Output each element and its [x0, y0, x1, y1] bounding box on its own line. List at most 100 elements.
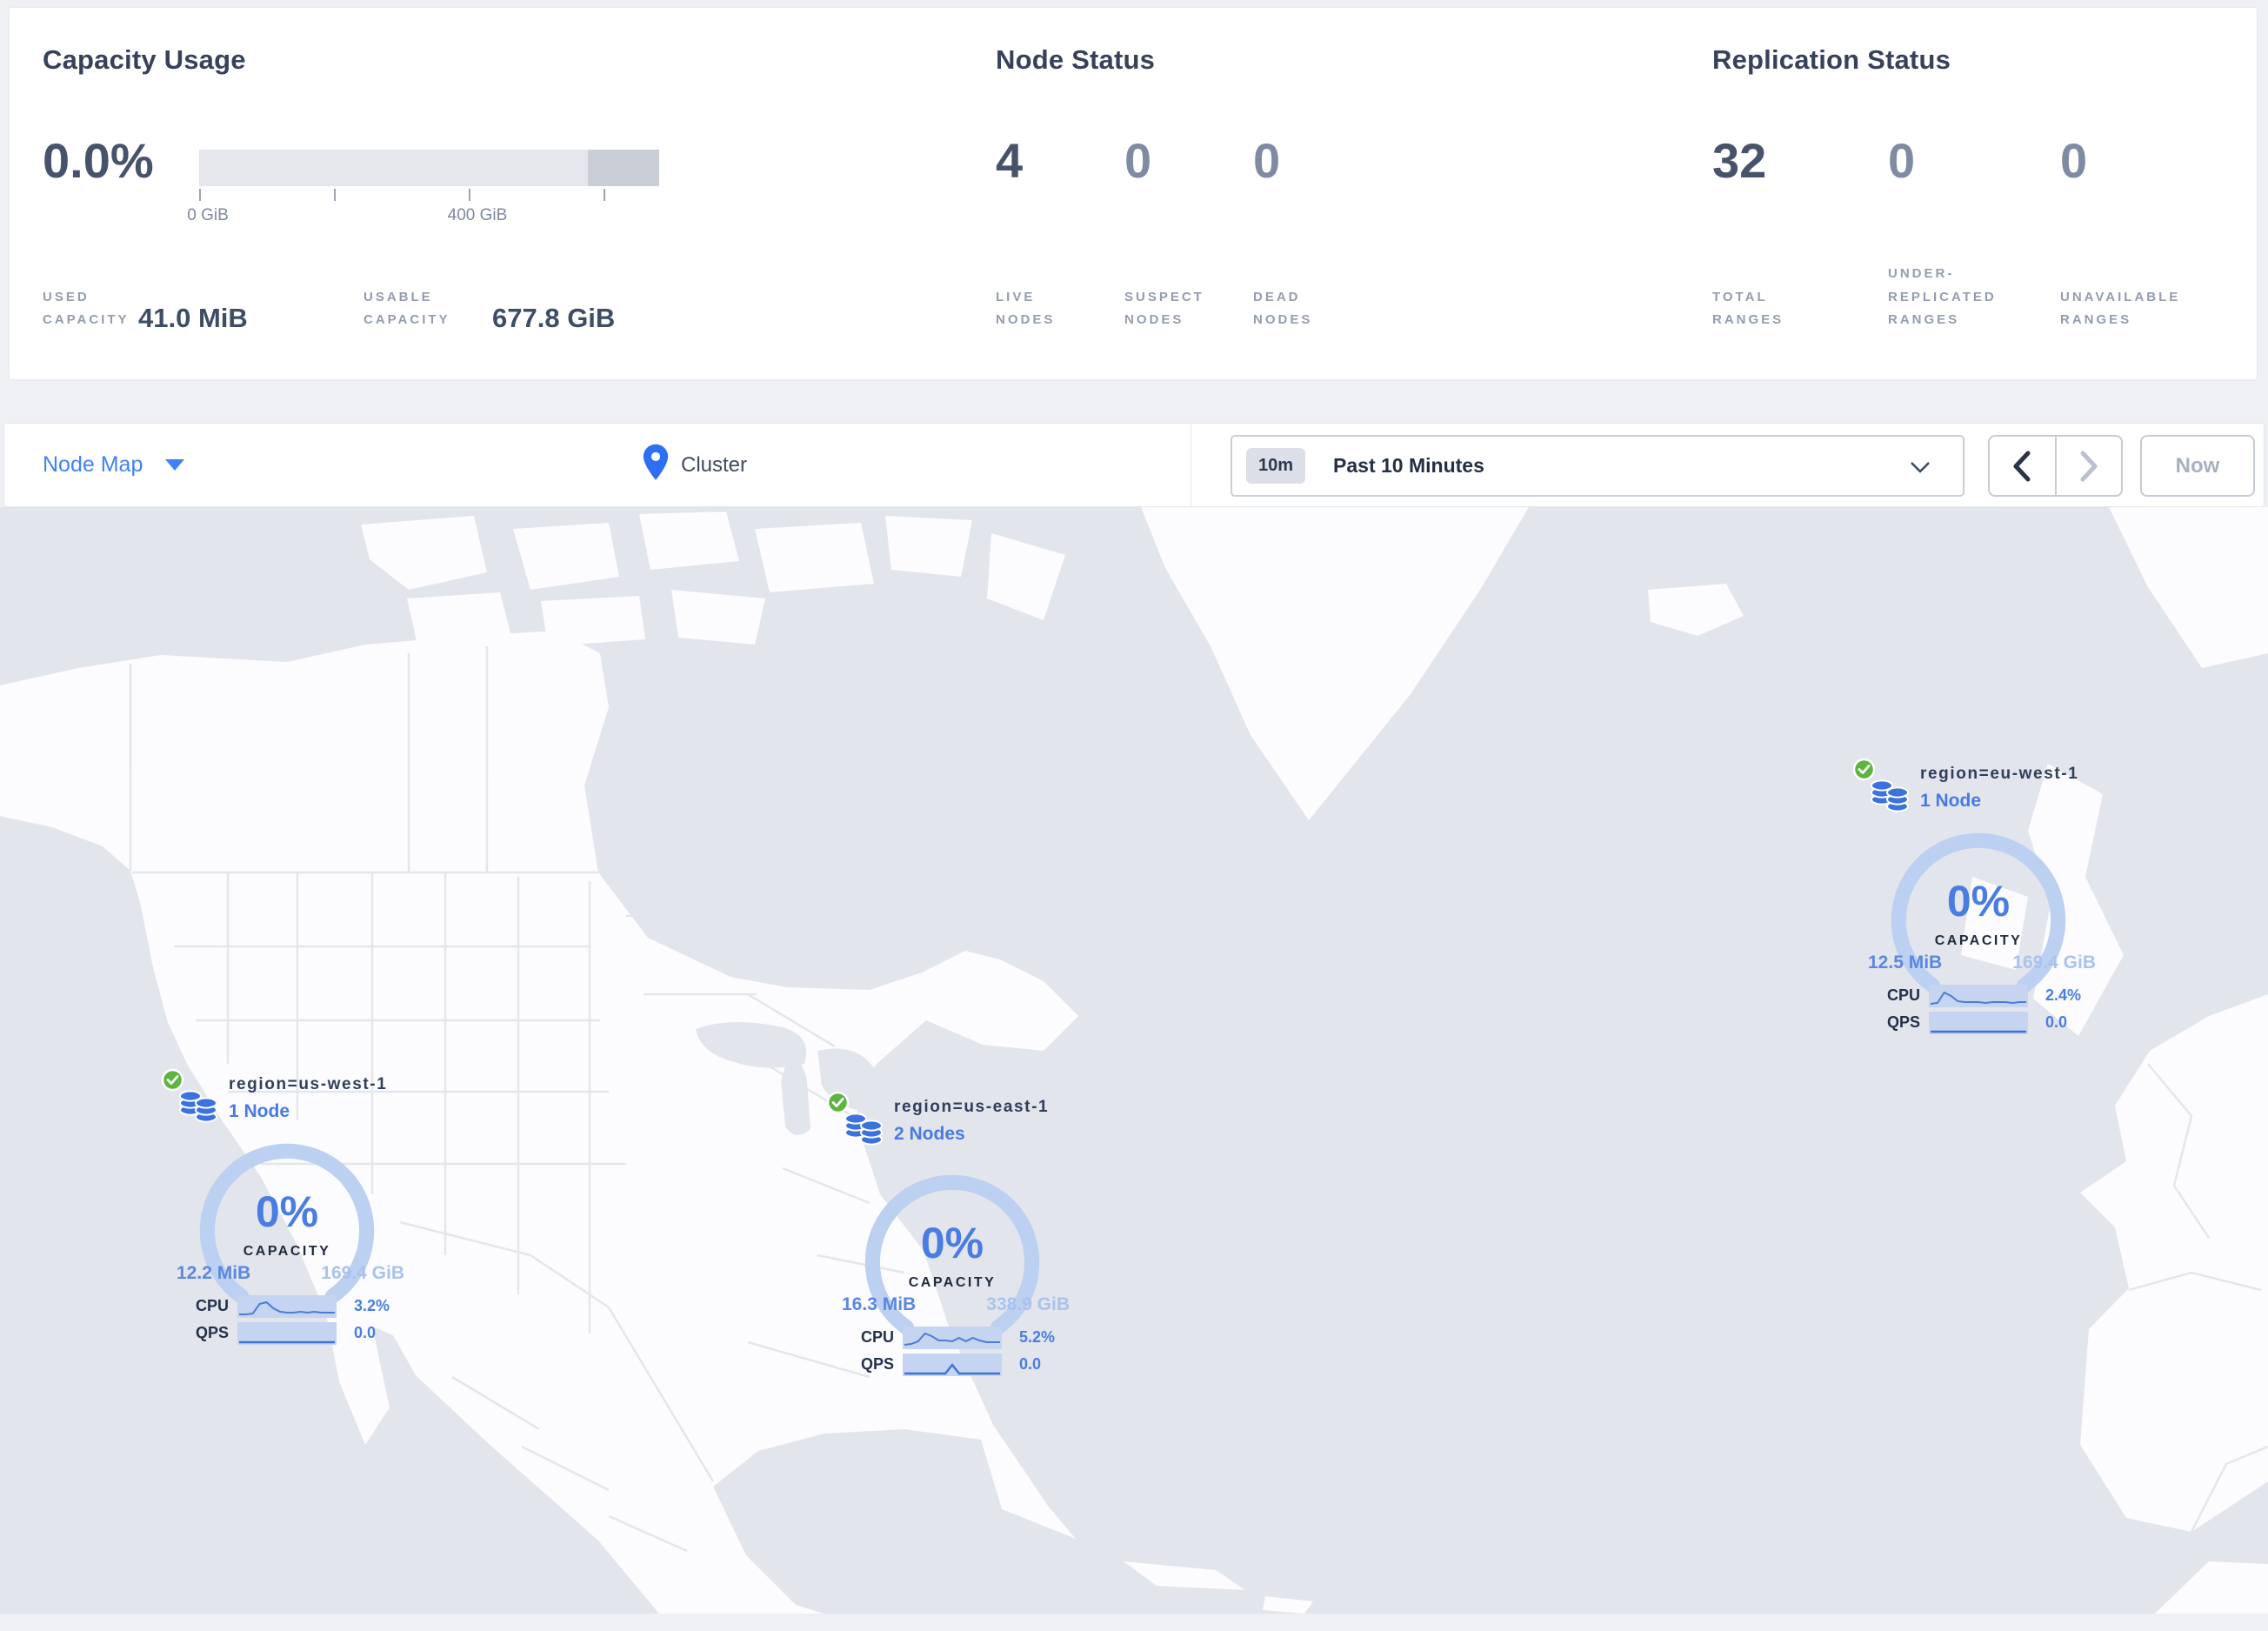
suspect-nodes-value: 0 [1124, 133, 1152, 188]
capacity-values: 16.3 MiB 338.9 GiB [842, 1294, 1070, 1315]
healthy-check-icon [161, 1068, 184, 1092]
qps-sparkline [237, 1321, 337, 1345]
now-button[interactable]: Now [2140, 435, 2255, 497]
capacity-usage-bar [199, 150, 659, 186]
capacity-values: 12.5 MiB 169.4 GiB [1868, 953, 2096, 973]
breadcrumb-label: Cluster [681, 452, 748, 477]
usable-capacity-value: 677.8 GiB [492, 303, 616, 333]
region-name: region=eu-west-1 [1920, 765, 2079, 783]
used-capacity-value: 41.0 MiB [138, 303, 248, 333]
region-name: region=us-east-1 [894, 1098, 1050, 1116]
cpu-sparkline [903, 1326, 1002, 1349]
capacity-bar-reserved-segment [588, 150, 659, 186]
cpu-value: 2.4% [2045, 986, 2082, 1004]
region-marker-us-east-1[interactable]: region=us-east-1 2 Nodes 0% CAPACITY 16.… [826, 1086, 1096, 1381]
qps-metric-row: QPS 0.0 [845, 1353, 1041, 1376]
region-marker-us-west-1[interactable]: region=us-west-1 1 Node 0% CAPACITY 12.2… [161, 1063, 430, 1359]
healthy-check-icon [1852, 758, 1876, 781]
region-node-count[interactable]: 2 Nodes [894, 1124, 965, 1144]
capacity-used: 12.5 MiB [1868, 953, 1943, 973]
gauge-caption: CAPACITY [1934, 933, 2023, 948]
qps-sparkline [1929, 1011, 2028, 1034]
cpu-metric-row: CPU 5.2% [845, 1326, 1055, 1349]
suspect-nodes-label: SUSPECT NODES [1124, 289, 1204, 327]
capacity-tick-0: 0 GiB [187, 206, 229, 224]
cpu-label: CPU [195, 1297, 229, 1314]
node-map[interactable]: region=us-west-1 1 Node 0% CAPACITY 12.2… [0, 507, 2268, 1614]
capacity-total: 169.4 GiB [2012, 953, 2096, 973]
gauge-caption: CAPACITY [908, 1275, 997, 1290]
node-status-title: Node Status [996, 44, 1156, 75]
time-pager [1988, 435, 2123, 497]
time-next-button[interactable] [2054, 437, 2122, 495]
time-range-label: Past 10 Minutes [1333, 454, 1484, 477]
qps-value: 0.0 [354, 1324, 377, 1341]
world-basemap [0, 507, 2268, 1614]
cpu-value: 5.2% [1019, 1328, 1056, 1346]
cpu-value: 3.2% [354, 1297, 390, 1314]
qps-label: QPS [860, 1355, 894, 1373]
qps-value: 0.0 [1019, 1355, 1042, 1373]
capacity-used: 16.3 MiB [842, 1294, 917, 1314]
capacity-total: 338.9 GiB [986, 1294, 1070, 1314]
region-name: region=us-west-1 [229, 1075, 388, 1093]
qps-label: QPS [1886, 1013, 1920, 1031]
under-replicated-ranges-value: 0 [1888, 133, 1916, 188]
capacity-total: 169.4 GiB [321, 1263, 404, 1283]
time-prev-button[interactable] [1990, 437, 2055, 495]
region-node-count[interactable]: 1 Node [1920, 791, 1982, 811]
cpu-label: CPU [1886, 986, 1920, 1004]
cpu-label: CPU [860, 1328, 894, 1346]
time-range-dropdown[interactable]: 10m Past 10 Minutes [1231, 435, 1964, 497]
database-stack-icon [1866, 770, 1915, 817]
time-range-badge: 10m [1246, 448, 1306, 484]
gauge-percent: 0% [920, 1219, 984, 1267]
live-nodes-label: LIVE NODES [996, 289, 1056, 327]
qps-metric-row: QPS 0.0 [180, 1321, 376, 1345]
capacity-gauge: 0% CAPACITY [861, 1171, 1044, 1354]
map-toolbar: Node Map Cluster 10m Past 10 Minutes [3, 423, 2265, 507]
capacity-used: 12.2 MiB [177, 1263, 251, 1283]
cpu-metric-row: CPU 3.2% [180, 1294, 390, 1318]
capacity-usage-percent: 0.0% [43, 133, 154, 188]
used-capacity-label: USED CAPACITY [43, 289, 130, 327]
qps-sparkline [903, 1353, 1002, 1376]
view-selector-dropdown[interactable]: Node Map [43, 424, 185, 506]
total-ranges-value: 32 [1712, 133, 1767, 188]
chevron-down-icon [1909, 459, 1931, 479]
gauge-caption: CAPACITY [243, 1244, 331, 1259]
cpu-sparkline [1929, 984, 2028, 1007]
capacity-values: 12.2 MiB 169.4 GiB [177, 1263, 404, 1284]
cpu-metric-row: CPU 2.4% [1871, 984, 2081, 1007]
replication-status-title: Replication Status [1712, 44, 1951, 75]
database-stack-icon [175, 1080, 223, 1127]
healthy-check-icon [826, 1091, 850, 1114]
gauge-percent: 0% [1946, 877, 2011, 926]
region-node-count[interactable]: 1 Node [229, 1101, 290, 1121]
total-ranges-label: TOTAL RANGES [1712, 289, 1784, 327]
qps-metric-row: QPS 0.0 [1871, 1011, 2067, 1034]
unavailable-ranges-label: UNAVAILABLE RANGES [2060, 289, 2181, 327]
usable-capacity-label: USABLE CAPACITY [364, 289, 450, 327]
capacity-tick-400: 400 GiB [447, 206, 508, 224]
capacity-usage-title: Capacity Usage [43, 44, 246, 75]
capacity-gauge: 0% CAPACITY [196, 1140, 378, 1322]
qps-label: QPS [195, 1324, 229, 1341]
unavailable-ranges-value: 0 [2060, 133, 2088, 188]
map-pin-icon [641, 443, 670, 487]
region-marker-eu-west-1[interactable]: region=eu-west-1 1 Node 0% CAPACITY 12.5… [1852, 752, 2122, 1048]
capacity-gauge: 0% CAPACITY [1887, 829, 2070, 1012]
cpu-sparkline [237, 1294, 337, 1318]
gauge-percent: 0% [255, 1187, 319, 1236]
capacity-bar-ticks [199, 189, 659, 203]
cluster-summary-panel: Capacity Usage 0.0% 0 GiB 400 GiB USED C… [9, 7, 2258, 380]
live-nodes-value: 4 [996, 133, 1024, 188]
qps-value: 0.0 [2045, 1013, 2068, 1031]
database-stack-icon [840, 1103, 889, 1150]
dead-nodes-label: DEAD NODES [1253, 289, 1313, 327]
under-replicated-ranges-label: UNDER-REPLICATED RANGES [1888, 266, 1997, 327]
breadcrumb[interactable]: Cluster [641, 424, 747, 506]
chevron-down-icon [165, 459, 185, 471]
dead-nodes-value: 0 [1253, 133, 1281, 188]
